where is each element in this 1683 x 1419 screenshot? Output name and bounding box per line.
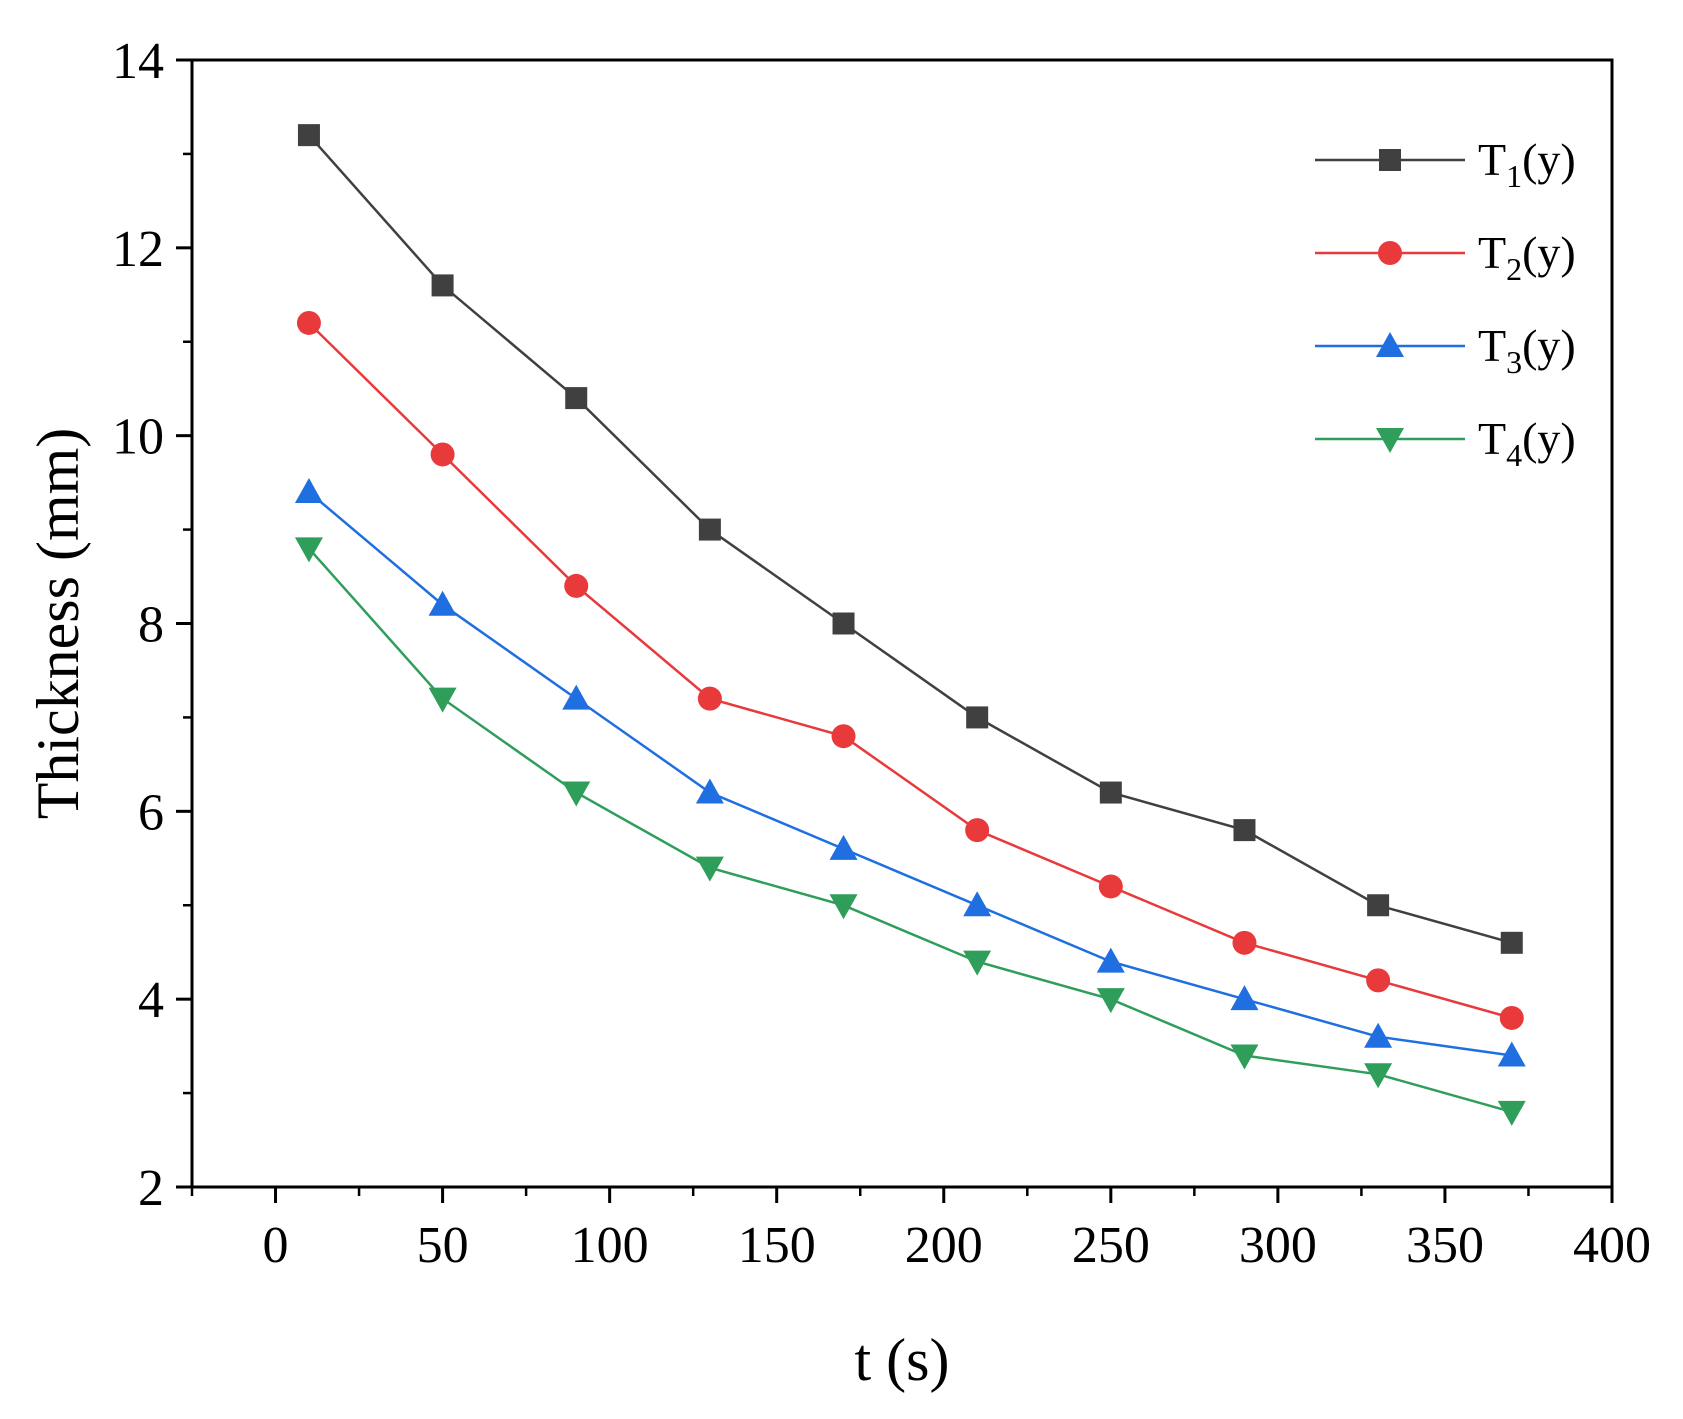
data-point <box>430 442 455 467</box>
series-3 <box>294 478 1526 1067</box>
data-point <box>695 778 724 804</box>
series-4 <box>294 537 1526 1126</box>
legend-marker <box>1376 332 1404 357</box>
data-point <box>431 274 454 297</box>
y-tick-label: 4 <box>138 972 164 1029</box>
data-point <box>428 687 457 713</box>
data-point <box>1364 1022 1393 1048</box>
series-line <box>307 134 1513 945</box>
x-tick-label: 200 <box>905 1217 983 1274</box>
legend-marker <box>1379 149 1401 171</box>
data-point <box>294 537 323 563</box>
data-point <box>1497 1041 1526 1067</box>
data-point <box>1366 968 1391 993</box>
y-tick-label: 6 <box>138 784 164 841</box>
data-point <box>965 818 990 843</box>
x-tick-label: 300 <box>1239 1217 1317 1274</box>
legend-marker <box>1378 241 1402 265</box>
data-point <box>562 781 591 807</box>
legend-entry-3: T3(y) <box>1315 320 1576 380</box>
x-tick-label: 0 <box>263 1217 289 1274</box>
x-tick-label: 150 <box>738 1217 816 1274</box>
legend-label: T1(y) <box>1478 134 1576 194</box>
series-line <box>307 547 1513 1114</box>
legend-entry-2: T2(y) <box>1315 227 1576 287</box>
series-line <box>308 322 1513 1020</box>
series-layer <box>294 124 1526 1126</box>
data-point <box>1230 1044 1259 1070</box>
y-tick-label: 2 <box>138 1160 164 1217</box>
data-point <box>698 518 721 541</box>
legend-marker <box>1376 428 1404 453</box>
data-point <box>695 856 724 882</box>
legend-entry-1: T1(y) <box>1315 134 1576 194</box>
y-tick-label: 14 <box>112 33 164 90</box>
series-1 <box>297 124 1523 954</box>
data-point <box>1364 1063 1393 1089</box>
legend: T1(y) T2(y) T3(y) T4(y) <box>1315 134 1576 473</box>
axes: 0 50 100 150 200 250 300 350 400 2 4 6 8 10 12 14 <box>112 33 1651 1274</box>
y-tick-label: 8 <box>138 597 164 654</box>
data-point <box>963 950 992 976</box>
x-tick-label: 100 <box>571 1217 649 1274</box>
data-point <box>1499 1005 1524 1030</box>
data-point <box>296 310 321 335</box>
data-point <box>831 724 856 749</box>
data-point <box>428 590 457 616</box>
data-point <box>1096 947 1125 973</box>
x-axis-title: t (s) <box>855 1327 950 1393</box>
series-line <box>308 491 1512 1057</box>
data-point <box>1096 988 1125 1014</box>
data-point <box>1232 930 1257 955</box>
data-point <box>1099 781 1122 804</box>
data-point <box>832 612 855 635</box>
data-point <box>564 573 589 598</box>
y-axis-title: Thickness (mm) <box>25 428 91 820</box>
data-point <box>1098 874 1123 899</box>
series-2 <box>296 310 1524 1030</box>
legend-label: T3(y) <box>1478 320 1576 380</box>
data-point <box>562 684 591 710</box>
data-point <box>1497 1100 1526 1126</box>
legend-entry-4: T4(y) <box>1315 413 1576 473</box>
x-tick-label: 50 <box>417 1217 469 1274</box>
x-tick-label: 250 <box>1072 1217 1150 1274</box>
data-point <box>294 478 323 504</box>
data-point <box>966 706 989 729</box>
data-point <box>1233 819 1256 842</box>
data-point <box>297 124 320 147</box>
data-point <box>565 387 588 410</box>
data-point <box>1367 894 1390 917</box>
data-point <box>1230 985 1259 1011</box>
legend-label: T4(y) <box>1478 413 1576 473</box>
legend-label: T2(y) <box>1478 227 1576 287</box>
data-point <box>829 834 858 860</box>
x-tick-label: 350 <box>1406 1217 1484 1274</box>
data-point <box>697 686 722 711</box>
plot-frame <box>190 58 1614 1189</box>
data-point <box>963 891 992 917</box>
data-point <box>1500 931 1523 954</box>
data-point <box>829 894 858 920</box>
y-tick-label: 10 <box>112 409 164 466</box>
x-tick-label: 400 <box>1573 1217 1651 1274</box>
y-tick-label: 12 <box>112 221 164 278</box>
